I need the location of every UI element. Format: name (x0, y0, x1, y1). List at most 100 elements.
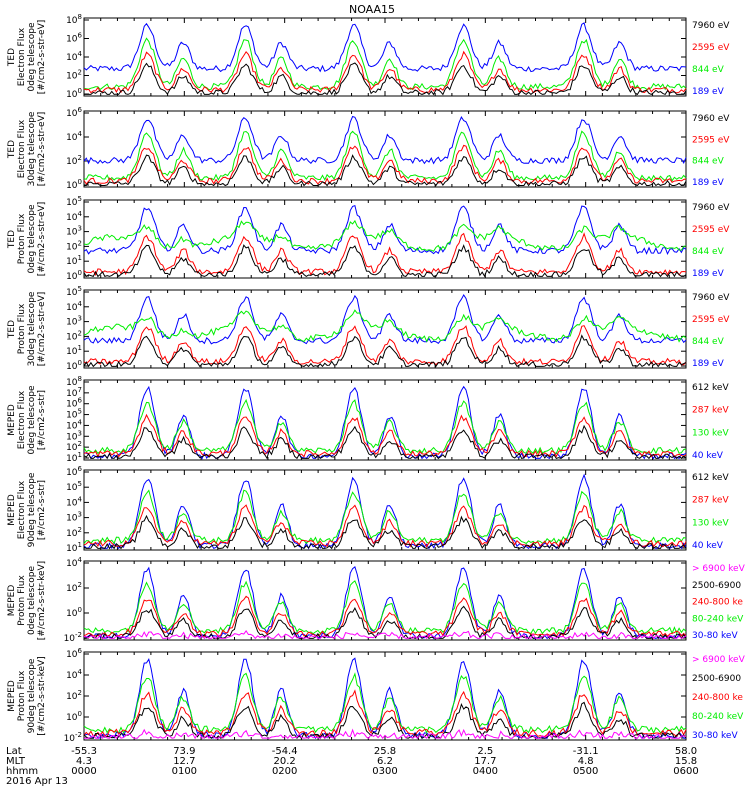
y-axis-label-line: MEPED (7, 680, 17, 712)
series-line-red (83, 232, 687, 276)
y-tick-label: 101 (66, 344, 82, 357)
y-tick-label: 104 (66, 210, 82, 223)
legend-entry: > 6900 keV (692, 564, 746, 574)
y-tick-label: 104 (66, 556, 82, 569)
series-line-blue (83, 473, 687, 550)
y-tick-label: 106 (66, 465, 82, 478)
panel-8: 10-2 100 102 104 106 MEPED Proton Flux 90deg te… (7, 647, 746, 744)
y-tick-label: 106 (66, 397, 82, 410)
series-line-red (83, 144, 687, 185)
y-axis-label-line: TED (7, 48, 17, 67)
x-tick-label-lat: 2.5 (477, 746, 493, 757)
y-axis-label-line: [#/cm2-s-str-keV] (37, 561, 47, 640)
y-axis-label-line: Electron Flux (17, 27, 27, 86)
series-line-red (83, 50, 687, 94)
x-tick-label-mlt: 4.8 (578, 756, 594, 767)
series-line-green (83, 398, 687, 455)
legend-entry: 80-240 keV (692, 712, 744, 722)
y-axis-label-line: [#/cm2-s-str-keV] (37, 656, 47, 735)
series-line-red (83, 504, 687, 548)
y-tick-label: 104 (66, 50, 82, 63)
x-tick-label-hhmm: 0300 (372, 766, 397, 777)
y-tick-label: 10-2 (64, 631, 82, 644)
x-tick-label-lat: 25.8 (374, 746, 396, 757)
y-tick-label: 103 (66, 429, 82, 442)
y-tick-label: 104 (66, 668, 82, 681)
series-line-black (84, 605, 687, 640)
y-axis-label-line: TED (7, 320, 17, 339)
series-line-black (83, 334, 687, 368)
legend-entry: > 6900 keV (692, 655, 746, 665)
y-axis-label-line: 0deg telescope (27, 204, 37, 274)
y-axis-label-line: 0deg telescope (27, 22, 37, 92)
y-tick-label: 106 (66, 32, 82, 45)
series-line-green (83, 580, 687, 635)
y-axis-label-line: MEPED (7, 404, 17, 436)
legend-entry: 2595 eV (692, 225, 730, 235)
x-tick-label-lat: -55.3 (71, 746, 97, 757)
y-tick-label: 104 (66, 495, 82, 508)
y-tick-label: 101 (66, 451, 82, 464)
y-tick-label: 101 (66, 541, 82, 554)
legend-entry: 844 eV (692, 157, 725, 167)
series-line-red (83, 595, 687, 638)
y-tick-label: 104 (66, 300, 82, 313)
y-tick-label: 100 (66, 710, 82, 723)
panel-1: 100 102 104 106 108 TED Electron Flux 0deg tele… (7, 13, 730, 100)
legend-entry: 240-800 ke (692, 598, 743, 608)
series-line-red (83, 325, 687, 366)
y-tick-label: 105 (66, 195, 82, 208)
x-tick-label-hhmm: 0000 (71, 766, 96, 777)
row-label-hhmm: hhmm (6, 766, 38, 777)
series-line-red (83, 413, 687, 458)
y-axis-label-line: 30deg telescope (27, 111, 37, 186)
legend-entry: 40 keV (692, 451, 724, 461)
x-tick-label-lat: -31.1 (573, 746, 599, 757)
legend-entry: 287 keV (692, 496, 729, 506)
y-axis-label-line: 0deg telescope (27, 385, 37, 455)
legend-entry: 130 keV (692, 518, 729, 528)
legend-entry: 7960 eV (692, 114, 730, 124)
series-line-green (83, 219, 687, 252)
legend-entry: 7960 eV (692, 203, 730, 213)
y-tick-label: 100 (66, 269, 82, 282)
legend-entry: 612 keV (692, 383, 729, 393)
y-axis-label-line: 0deg telescope (27, 566, 37, 636)
y-tick-label: 102 (66, 689, 82, 702)
y-tick-label: 10-2 (64, 731, 82, 744)
y-axis-label-line: Proton Flux (17, 670, 27, 721)
y-tick-label: 102 (66, 154, 82, 167)
legend-entry: 30-80 keV (692, 631, 738, 641)
row-label-lat: Lat (6, 746, 22, 757)
y-tick-label: 104 (66, 418, 82, 431)
x-tick-label-mlt: 6.2 (377, 756, 393, 767)
y-tick-label: 102 (66, 440, 82, 453)
legend-entry: 844 eV (692, 65, 725, 75)
legend-entry: 287 keV (692, 406, 729, 416)
series-line-red (83, 689, 687, 738)
series-line-green (83, 130, 687, 182)
y-axis-label-line: [#/cm2-s-str] (37, 480, 47, 540)
x-tick-label-hhmm: 0400 (473, 766, 498, 777)
y-tick-label: 105 (66, 480, 82, 493)
series-line-blue (83, 657, 686, 740)
series-line-green (83, 37, 687, 91)
y-axis-label-line: [#/cm2-s-str-eV] (37, 20, 47, 95)
legend-entry: 844 eV (692, 247, 725, 257)
x-tick-label-mlt: 17.7 (474, 756, 496, 767)
y-axis-label-line: MEPED (7, 494, 17, 526)
legend-entry: 40 keV (692, 541, 724, 551)
legend-entry: 2595 eV (692, 315, 730, 325)
series-line-green (83, 672, 687, 735)
y-axis-label-line: TED (7, 140, 17, 159)
series-line-blue (83, 385, 687, 460)
y-tick-label: 102 (66, 526, 82, 539)
y-axis-label-line: 90deg telescope (27, 658, 37, 733)
y-tick-label: 105 (66, 285, 82, 298)
